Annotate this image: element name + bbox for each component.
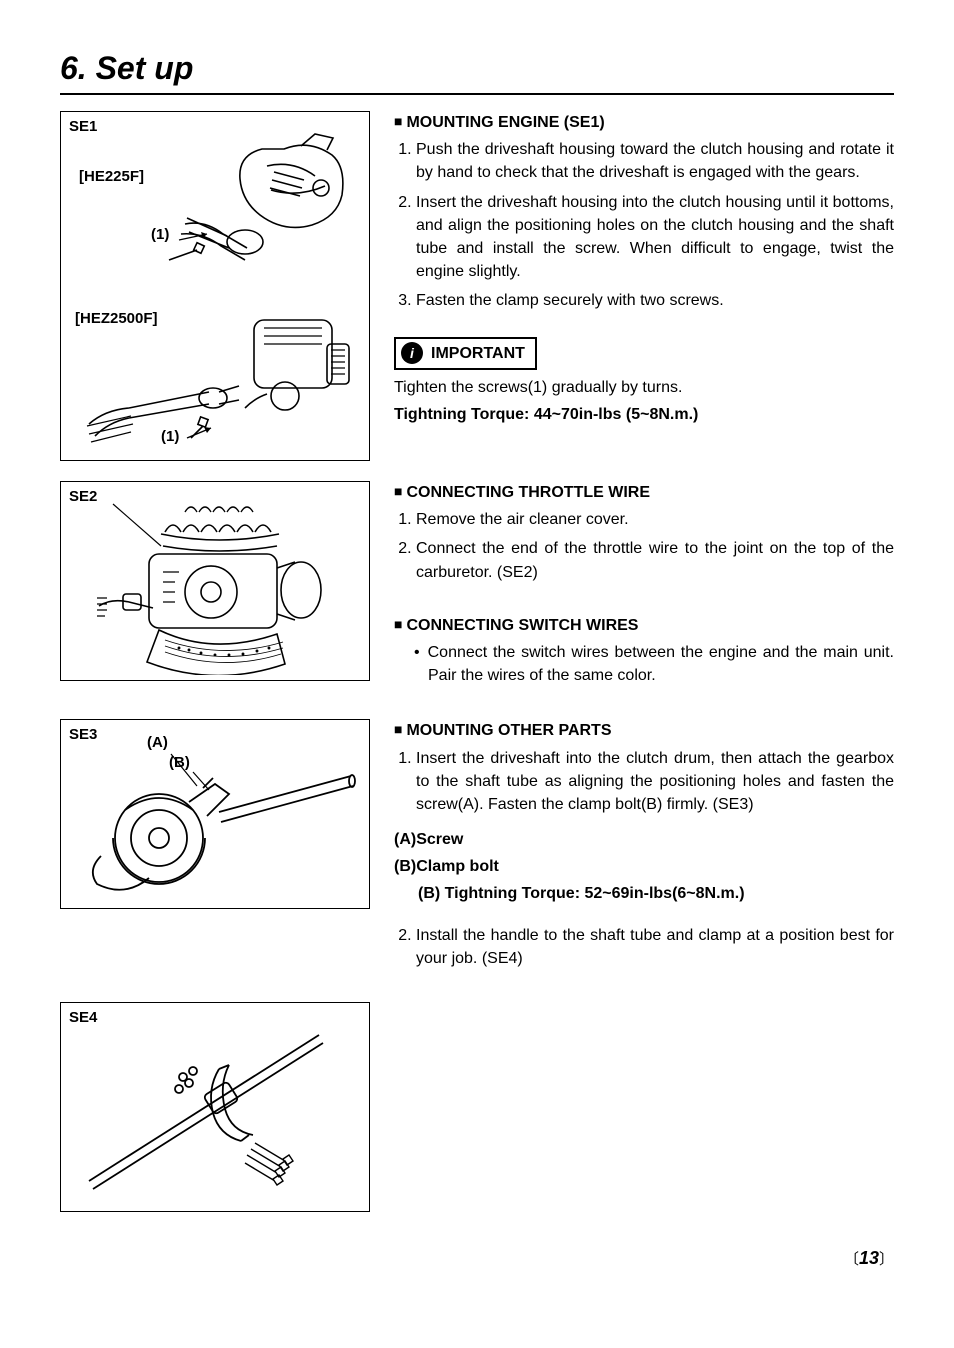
label-a: (A)	[147, 734, 168, 751]
important-box: i IMPORTANT	[394, 337, 537, 370]
page-title: 6. Set up	[60, 50, 894, 87]
figure-tag-se3: SE3	[69, 726, 97, 743]
me-item-1: Push the driveshaft housing toward the c…	[416, 138, 894, 184]
divider	[60, 93, 894, 95]
me-item-2: Insert the driveshaft housing into the c…	[416, 191, 894, 284]
callout-1b-text: (1)	[161, 428, 179, 445]
sw-bullet: Connect the switch wires between the eng…	[414, 641, 894, 687]
important-text: Tighten the screws(1) gradually by turns…	[394, 376, 894, 399]
diagram-he225f	[69, 124, 359, 284]
heading-switch-wires-text: CONNECTING SWITCH WIRES	[406, 617, 638, 634]
callout-1a: (1)	[151, 226, 169, 243]
callout-1a-text: (1)	[151, 226, 169, 243]
model-label-he225f: [HE225F]	[79, 168, 144, 185]
diagram-se3	[69, 728, 359, 903]
heading-mounting-engine: ■MOUNTING ENGINE (SE1)	[394, 111, 894, 134]
diagram-se2	[69, 490, 359, 675]
heading-other-parts: ■MOUNTING OTHER PARTS	[394, 719, 894, 742]
heading-switch-wires: ■CONNECTING SWITCH WIRES	[394, 614, 894, 637]
figure-se2: SE2	[60, 481, 370, 681]
me-item-3: Fasten the clamp securely with two screw…	[416, 289, 894, 312]
arrow-1a	[177, 230, 217, 250]
section-throttle-switch: ■CONNECTING THROTTLE WIRE Remove the air…	[394, 481, 894, 699]
important-label: IMPORTANT	[431, 342, 525, 365]
thr-item-2: Connect the end of the throttle wire to …	[416, 537, 894, 583]
heading-mounting-engine-text: MOUNTING ENGINE (SE1)	[406, 114, 604, 131]
legend-torque: (B) Tightning Torque: 52~69in-lbs(6~8N.m…	[394, 882, 894, 905]
op-item-2: Install the handle to the shaft tube and…	[416, 924, 894, 970]
arrow-1b	[185, 424, 225, 444]
legend-b: (B)Clamp bolt	[394, 855, 894, 878]
page-number-value: 13	[859, 1248, 879, 1268]
figure-tag-se2: SE2	[69, 488, 97, 505]
section-mounting-engine: ■MOUNTING ENGINE (SE1) Push the drivesha…	[394, 111, 894, 430]
figure-tag-se1: SE1	[69, 118, 97, 135]
figure-se1: SE1 [HE225F]	[60, 111, 370, 461]
heading-other-parts-text: MOUNTING OTHER PARTS	[406, 722, 611, 739]
callout-1b: (1)	[161, 428, 179, 445]
heading-throttle-text: CONNECTING THROTTLE WIRE	[406, 484, 650, 501]
important-torque: Tightning Torque: 44~70in-lbs (5~8N.m.)	[394, 403, 894, 426]
page-number: 〔13〕	[60, 1248, 894, 1269]
thr-item-1: Remove the air cleaner cover.	[416, 508, 894, 531]
figure-se4: SE4	[60, 1002, 370, 1212]
diagram-se4	[69, 1011, 359, 1206]
important-icon: i	[401, 342, 423, 364]
op-item-1: Insert the driveshaft into the clutch dr…	[416, 747, 894, 817]
figure-se3: SE3 (A) (B)	[60, 719, 370, 909]
legend-a: (A)Screw	[394, 828, 894, 851]
figure-tag-se4: SE4	[69, 1009, 97, 1026]
section-other-parts: ■MOUNTING OTHER PARTS Insert the drivesh…	[394, 719, 894, 982]
heading-throttle: ■CONNECTING THROTTLE WIRE	[394, 481, 894, 504]
label-b: (B)	[169, 754, 190, 771]
